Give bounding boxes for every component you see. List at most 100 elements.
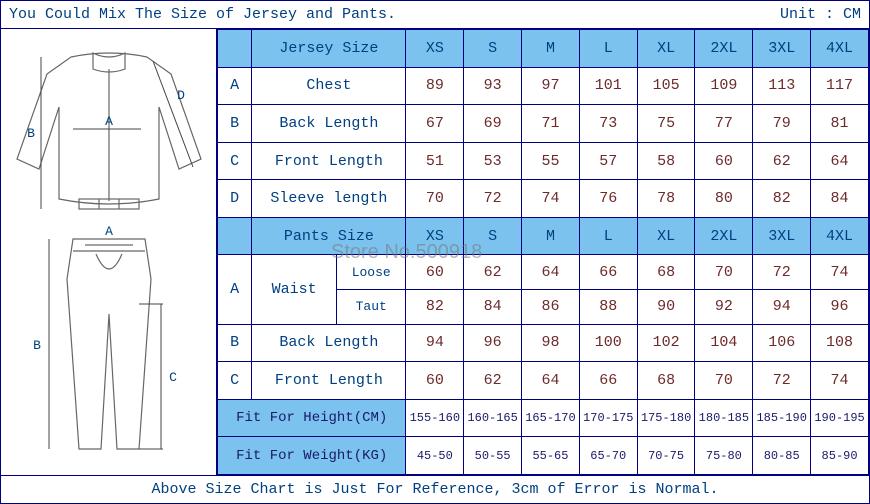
cell: 80-85 bbox=[753, 437, 811, 475]
cell: 70 bbox=[695, 255, 753, 290]
cell: 62 bbox=[464, 362, 522, 400]
cell: 71 bbox=[522, 105, 580, 143]
svg-text:B: B bbox=[27, 126, 35, 141]
cell: 60 bbox=[406, 255, 464, 290]
row-label: Sleeve length bbox=[252, 180, 406, 218]
table-row: B Back Length 67 69 71 73 75 77 79 81 bbox=[218, 105, 869, 143]
cell: 60 bbox=[406, 362, 464, 400]
cell: 70 bbox=[695, 362, 753, 400]
header-bar: You Could Mix The Size of Jersey and Pan… bbox=[1, 1, 869, 29]
pants-title: Pants Size bbox=[252, 217, 406, 255]
cell: 82 bbox=[753, 180, 811, 218]
size-col: M bbox=[522, 217, 580, 255]
row-label: Front Length bbox=[252, 142, 406, 180]
table-row: A Waist Loose Taut 60 62 64 66 68 70 bbox=[218, 255, 869, 290]
blank-cell bbox=[218, 30, 252, 68]
cell: 58 bbox=[637, 142, 695, 180]
fit-weight-label: Fit For Weight(KG) bbox=[218, 437, 406, 475]
row-key: B bbox=[218, 105, 252, 143]
size-col: S bbox=[464, 217, 522, 255]
row-key: C bbox=[218, 142, 252, 180]
cell: 98 bbox=[522, 324, 580, 362]
jersey-header-row: Jersey Size XS S M L XL 2XL 3XL 4XL bbox=[218, 30, 869, 68]
cell: 190-195 bbox=[811, 399, 869, 437]
cell: 74 bbox=[522, 180, 580, 218]
cell: 113 bbox=[753, 67, 811, 105]
cell: 75-80 bbox=[695, 437, 753, 475]
cell: 80 bbox=[695, 180, 753, 218]
svg-text:B: B bbox=[33, 338, 41, 353]
waist-cell: Waist Loose Taut bbox=[252, 255, 406, 324]
cell: 84 bbox=[811, 180, 869, 218]
diagram-column: A B D A B C bbox=[1, 29, 217, 475]
cell: 105 bbox=[637, 67, 695, 105]
cell: 180-185 bbox=[695, 399, 753, 437]
cell: 96 bbox=[464, 324, 522, 362]
cell: 108 bbox=[811, 324, 869, 362]
cell: 175-180 bbox=[637, 399, 695, 437]
cell: 45-50 bbox=[406, 437, 464, 475]
row-label: Back Length bbox=[252, 105, 406, 143]
cell: 75 bbox=[637, 105, 695, 143]
row-label: Chest bbox=[252, 67, 406, 105]
table-column: Jersey Size XS S M L XL 2XL 3XL 4XL A Ch… bbox=[217, 29, 869, 475]
row-label: Back Length bbox=[252, 324, 406, 362]
cell: 66 bbox=[579, 362, 637, 400]
cell: 97 bbox=[522, 67, 580, 105]
size-col: L bbox=[579, 30, 637, 68]
loose-label: Loose bbox=[336, 255, 405, 289]
header-left: You Could Mix The Size of Jersey and Pan… bbox=[9, 6, 396, 23]
svg-text:A: A bbox=[105, 224, 113, 239]
cell: 51 bbox=[406, 142, 464, 180]
pants-header-row: Pants Size XS S M L XL 2XL 3XL 4XL bbox=[218, 217, 869, 255]
cell: 94 bbox=[406, 324, 464, 362]
table-row: C Front Length 51 53 55 57 58 60 62 64 bbox=[218, 142, 869, 180]
footer-text: Above Size Chart is Just For Reference, … bbox=[151, 481, 718, 498]
cell: 90 bbox=[637, 290, 695, 325]
size-col: 3XL bbox=[753, 30, 811, 68]
fit-weight-row: Fit For Weight(KG) 45-50 50-55 55-65 65-… bbox=[218, 437, 869, 475]
row-label: Front Length bbox=[252, 362, 406, 400]
cell: 62 bbox=[753, 142, 811, 180]
cell: 96 bbox=[811, 290, 869, 325]
cell: 66 bbox=[579, 255, 637, 290]
row-key: C bbox=[218, 362, 252, 400]
cell: 68 bbox=[637, 362, 695, 400]
cell: 102 bbox=[637, 324, 695, 362]
cell: 160-165 bbox=[464, 399, 522, 437]
size-col: 4XL bbox=[811, 217, 869, 255]
row-key: D bbox=[218, 180, 252, 218]
size-col: XS bbox=[406, 30, 464, 68]
cell: 53 bbox=[464, 142, 522, 180]
row-key: B bbox=[218, 324, 252, 362]
size-col: XL bbox=[637, 30, 695, 68]
cell: 69 bbox=[464, 105, 522, 143]
waist-label: Waist bbox=[252, 255, 336, 323]
cell: 74 bbox=[811, 362, 869, 400]
cell: 60 bbox=[695, 142, 753, 180]
svg-text:D: D bbox=[177, 88, 185, 103]
cell: 88 bbox=[579, 290, 637, 325]
size-chart: You Could Mix The Size of Jersey and Pan… bbox=[0, 0, 870, 504]
size-col: XL bbox=[637, 217, 695, 255]
cell: 79 bbox=[753, 105, 811, 143]
cell: 73 bbox=[579, 105, 637, 143]
table-row: A Chest 89 93 97 101 105 109 113 117 bbox=[218, 67, 869, 105]
cell: 72 bbox=[753, 362, 811, 400]
cell: 81 bbox=[811, 105, 869, 143]
size-col: XS bbox=[406, 217, 464, 255]
cell: 94 bbox=[753, 290, 811, 325]
row-key: A bbox=[218, 255, 252, 324]
cell: 170-175 bbox=[579, 399, 637, 437]
cell: 185-190 bbox=[753, 399, 811, 437]
cell: 86 bbox=[522, 290, 580, 325]
cell: 155-160 bbox=[406, 399, 464, 437]
cell: 117 bbox=[811, 67, 869, 105]
cell: 100 bbox=[579, 324, 637, 362]
blank-cell bbox=[218, 217, 252, 255]
main-row: A B D A B C bbox=[1, 29, 869, 475]
cell: 64 bbox=[522, 362, 580, 400]
cell: 92 bbox=[695, 290, 753, 325]
cell: 85-90 bbox=[811, 437, 869, 475]
cell: 101 bbox=[579, 67, 637, 105]
